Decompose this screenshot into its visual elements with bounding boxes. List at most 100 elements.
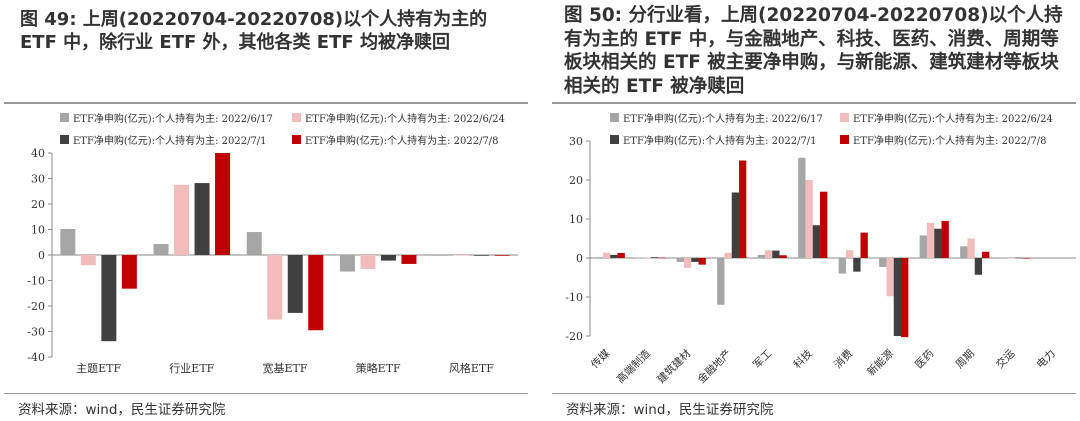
y-tick-label: -10 — [27, 275, 45, 288]
bar — [683, 258, 692, 268]
bar — [360, 255, 376, 270]
x-tick-label: 传媒 — [588, 347, 612, 371]
bar — [643, 257, 651, 259]
bar — [650, 257, 659, 258]
bar — [453, 255, 469, 256]
y-tick-label: 20 — [569, 174, 583, 187]
bar — [1007, 258, 1016, 259]
bar — [919, 235, 927, 258]
bar — [941, 220, 949, 258]
x-tick-label: 交运 — [993, 347, 1017, 371]
bar — [380, 255, 396, 261]
bar — [805, 180, 813, 258]
bar — [764, 250, 773, 258]
bar — [798, 157, 806, 258]
bar — [739, 160, 747, 258]
bar — [779, 255, 787, 258]
bar — [215, 153, 231, 255]
bar — [194, 183, 210, 255]
y-tick-label: 0 — [576, 252, 583, 265]
title-rule — [552, 102, 1076, 104]
bar — [772, 250, 780, 258]
bar — [246, 232, 262, 255]
x-tick-label: 主题ETF — [76, 362, 121, 375]
bar — [724, 252, 732, 258]
bar — [101, 255, 117, 342]
bar — [717, 258, 725, 305]
legend-label: ETF净申购(亿元):个人持有为主: 2022/6/24 — [305, 112, 505, 125]
legend-label: ETF净申购(亿元):个人持有为主: 2022/7/1 — [623, 134, 817, 147]
figure-title: 图 50: 分行业看，上周(20220704-20220708)以个人持有为主的… — [564, 5, 1063, 97]
bar — [982, 251, 990, 258]
bar — [698, 258, 706, 265]
right-figure-panel: 图 50: 分行业看，上周(20220704-20220708)以个人持有为主的… — [548, 0, 1080, 421]
left-figure-panel: 图 49: 上周(20220704-20220708)以个人持有为主的 ETF … — [0, 0, 532, 421]
x-tick-label: 策略ETF — [356, 361, 401, 375]
y-tick-label: -40 — [27, 351, 45, 364]
legend-swatch — [292, 135, 301, 144]
bar — [287, 255, 303, 313]
bar — [401, 255, 417, 264]
bar — [926, 222, 935, 258]
bar — [731, 192, 740, 258]
industry-etf-bar-chart: 30 20 10 0 -10 -20 传媒 高端制造 建筑建材 金融地产 军工 科技 消费 新能源 医药 周期… — [565, 112, 1076, 386]
bar — [960, 246, 968, 258]
x-tick-label: 周期 — [954, 348, 977, 371]
figure-title: 图 49: 上周(20220704-20220708)以个人持有为主的 ETF … — [20, 9, 488, 53]
y-tick-label: -20 — [565, 330, 583, 343]
bar — [60, 228, 76, 255]
x-tick-label: 建筑建材 — [654, 347, 693, 386]
bar — [676, 258, 684, 262]
bar — [308, 255, 324, 331]
y-tick-label: 30 — [569, 135, 583, 148]
x-tick-label: 医药 — [913, 348, 936, 371]
bar — [838, 258, 846, 274]
bar — [636, 257, 644, 259]
bar — [901, 258, 909, 338]
x-tick-label: 宽基ETF — [263, 361, 308, 375]
source-rule — [4, 393, 528, 394]
bar — [433, 255, 449, 256]
bar — [153, 244, 169, 255]
bar — [934, 228, 942, 258]
bar — [595, 257, 603, 258]
legend-label: ETF净申购(亿元):个人持有为主: 2022/6/17 — [623, 112, 823, 125]
bar — [339, 255, 355, 272]
y-tick-label: 10 — [31, 224, 45, 237]
legend-label: ETF净申购(亿元):个人持有为主: 2022/7/1 — [73, 134, 267, 147]
bar — [474, 255, 490, 256]
legend-label: ETF净申购(亿元):个人持有为主: 2022/7/8 — [853, 134, 1047, 147]
y-tick-label: 40 — [31, 147, 45, 160]
bar — [853, 258, 861, 272]
x-tick-label: 军工 — [751, 348, 774, 371]
bar — [174, 184, 190, 256]
y-tick-label: -10 — [565, 291, 583, 304]
y-tick-label: 10 — [569, 213, 583, 226]
etf-type-bar-chart: 40 30 20 10 0 -10 -20 -30 -40 主题ETF 行业ETF 宽基ETF 策略ET… — [27, 112, 518, 375]
bar — [757, 254, 765, 258]
y-tick-label: 0 — [38, 249, 45, 262]
source-rule — [552, 393, 1076, 394]
bar — [812, 225, 821, 258]
x-tick-label: 新能源 — [864, 347, 896, 379]
bar — [267, 255, 283, 320]
bar — [1015, 257, 1023, 259]
bar — [860, 232, 868, 258]
x-tick-label: 科技 — [791, 347, 815, 371]
x-tick-label: 风格ETF — [449, 361, 494, 375]
legend-swatch — [610, 113, 619, 122]
bar — [879, 258, 887, 267]
bar — [1000, 257, 1008, 259]
bar — [610, 254, 618, 258]
bar — [974, 258, 983, 275]
y-tick-label: 20 — [31, 198, 45, 211]
x-tick-label: 消费 — [831, 347, 855, 371]
legend-swatch — [610, 135, 619, 144]
bar — [1022, 258, 1030, 259]
bar — [121, 255, 137, 289]
legend-label: ETF净申购(亿元):个人持有为主: 2022/7/8 — [305, 134, 499, 147]
bar — [494, 255, 510, 256]
bar — [893, 258, 902, 336]
x-tick-label: 电力 — [1034, 347, 1058, 371]
bar — [602, 252, 611, 258]
